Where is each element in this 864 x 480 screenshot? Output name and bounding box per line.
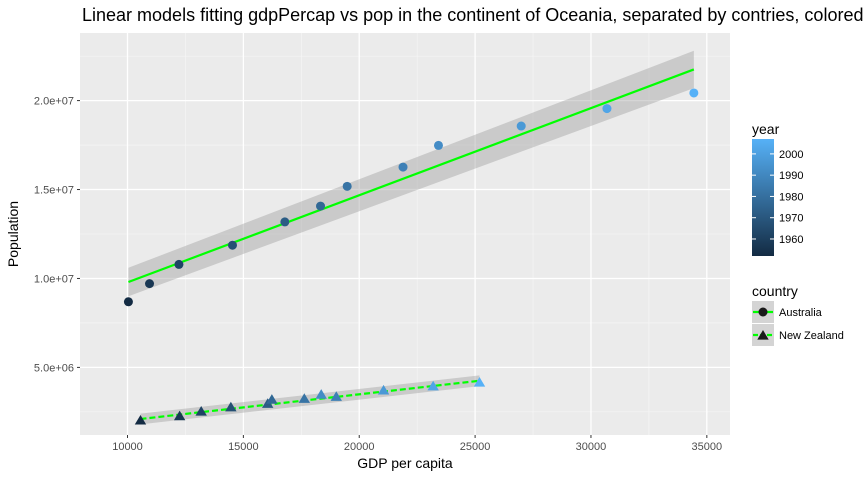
data-point-australia	[516, 121, 526, 131]
data-points	[123, 88, 699, 425]
data-point-new-zealand	[266, 394, 278, 404]
data-point-new-zealand	[315, 389, 327, 399]
legend-country-title: country	[752, 283, 798, 299]
y-axis-ticks: 5.0e+06 1.0e+07 1.5e+07 2.0e+07	[34, 96, 80, 374]
legend-year-title: year	[752, 121, 780, 137]
data-point-australia	[227, 240, 237, 250]
x-tick-label: 35000	[692, 441, 723, 453]
legend-year-tick-label: 1960	[779, 234, 803, 246]
legend-key-marker-australia	[758, 307, 768, 317]
data-point-new-zealand	[427, 380, 439, 391]
legend-year-tick-label: 1980	[779, 191, 803, 203]
confidence-band-new-zealand	[140, 375, 480, 425]
fit-lines	[128, 68, 695, 421]
x-axis-title: GDP per capita	[357, 455, 453, 471]
data-point-new-zealand	[330, 391, 342, 401]
legend-year-tick-label: 2000	[779, 149, 803, 161]
confidence-band-australia	[128, 50, 694, 297]
data-point-australia	[123, 297, 133, 307]
x-tick-label: 25000	[460, 441, 491, 453]
confidence-bands	[128, 50, 694, 425]
data-point-australia	[398, 162, 408, 172]
data-point-new-zealand	[134, 414, 147, 425]
x-tick-label: 10000	[112, 441, 143, 453]
data-point-australia	[145, 279, 155, 289]
y-tick-label: 1.5e+07	[34, 185, 74, 197]
data-point-australia	[174, 259, 184, 269]
legend-key-marker-new-zealand	[757, 330, 769, 340]
data-point-australia	[689, 88, 699, 98]
chart-title: Linear models fitting gdpPercap vs pop i…	[82, 5, 864, 25]
data-point-new-zealand	[195, 406, 207, 416]
legend-year-tick-label: 1970	[779, 213, 803, 225]
y-tick-label: 1.0e+07	[34, 273, 74, 285]
y-tick-label: 5.0e+06	[34, 362, 74, 374]
data-point-new-zealand	[298, 393, 311, 403]
legend-country-keys: Australia New Zealand	[752, 301, 844, 346]
legend-year-tick-label: 1990	[779, 170, 803, 182]
x-tick-label: 15000	[228, 441, 259, 453]
data-point-new-zealand	[173, 410, 186, 421]
y-tick-label: 2.0e+07	[34, 96, 74, 108]
legend-entry-label-australia: Australia	[779, 307, 823, 319]
legend-year-ticks: 1960 1970 1980 1990 2000	[752, 149, 803, 246]
x-tick-label: 30000	[576, 441, 607, 453]
grid-major	[80, 33, 730, 435]
legend-entry-label-new-zealand: New Zealand	[779, 330, 844, 342]
data-point-new-zealand	[225, 401, 237, 412]
data-point-australia	[602, 104, 612, 114]
data-point-australia	[316, 201, 326, 211]
x-tick-label: 20000	[344, 441, 375, 453]
x-axis-ticks: 10000 15000 20000 25000 30000 35000	[112, 435, 722, 453]
legend-year: year 1960 1970 1980 1990 2000	[752, 121, 803, 256]
legend-country: country Australia New Zealand	[752, 283, 844, 346]
data-point-australia	[280, 217, 290, 227]
fit-line-australia	[128, 68, 695, 284]
y-axis-title: Population	[5, 201, 21, 267]
data-point-new-zealand	[377, 384, 390, 395]
data-point-new-zealand	[473, 377, 486, 387]
legend-year-colorbar	[752, 139, 774, 256]
fit-line-new-zealand	[140, 379, 480, 421]
data-point-australia	[342, 181, 352, 191]
data-point-australia	[433, 140, 443, 150]
